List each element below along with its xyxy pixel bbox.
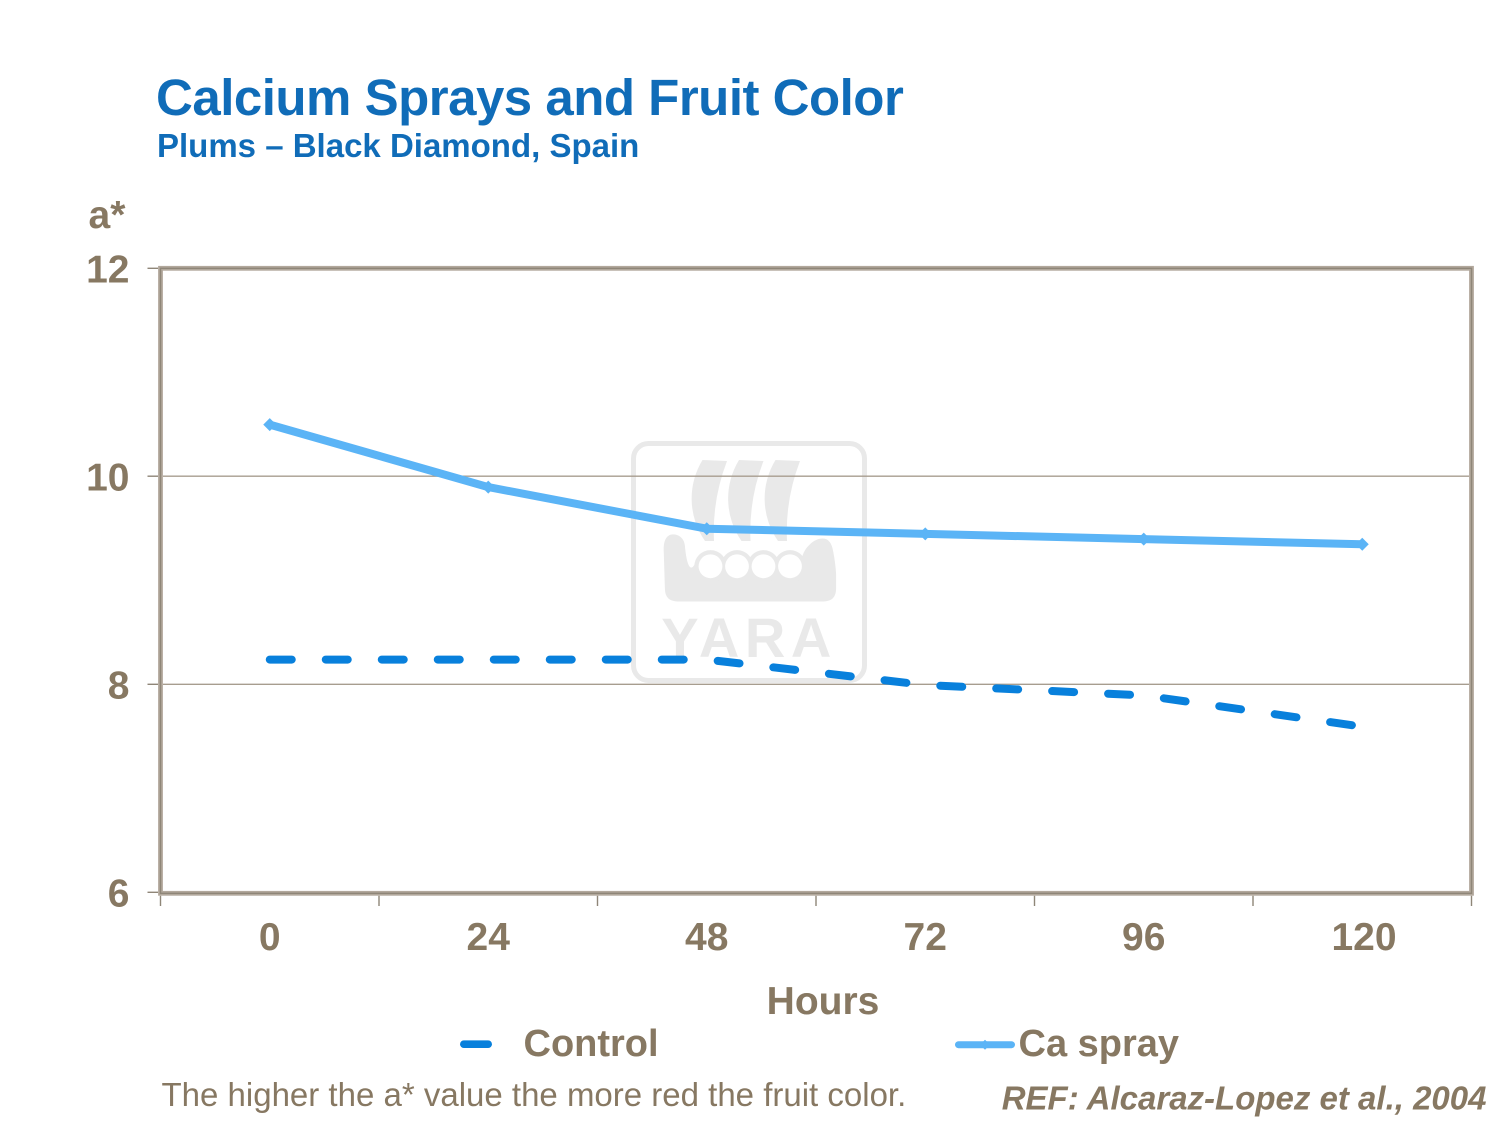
svg-text:24: 24	[467, 916, 511, 959]
svg-text:120: 120	[1331, 916, 1396, 959]
svg-text:The higher the a* value the mo: The higher the a* value the more red the…	[162, 1076, 907, 1113]
svg-text:YARA: YARA	[661, 606, 837, 669]
svg-text:6: 6	[108, 873, 130, 916]
svg-text:Plums – Black Diamond, Spain: Plums – Black Diamond, Spain	[157, 127, 639, 164]
svg-text:0: 0	[259, 916, 281, 959]
svg-text:8: 8	[108, 665, 130, 708]
svg-text:a*: a*	[89, 194, 127, 237]
svg-text:Hours: Hours	[767, 980, 880, 1023]
svg-text:72: 72	[904, 916, 947, 959]
svg-text:REF: Alcaraz-Lopez et al., 200: REF: Alcaraz-Lopez et al., 2004	[1002, 1080, 1487, 1117]
svg-text:Control: Control	[524, 1023, 659, 1065]
svg-text:12: 12	[86, 249, 129, 292]
svg-text:48: 48	[685, 916, 728, 959]
svg-text:96: 96	[1122, 916, 1165, 959]
svg-text:Ca spray: Ca spray	[1019, 1023, 1180, 1065]
svg-text:10: 10	[86, 456, 129, 499]
svg-text:Calcium Sprays and Fruit Color: Calcium Sprays and Fruit Color	[156, 69, 904, 126]
